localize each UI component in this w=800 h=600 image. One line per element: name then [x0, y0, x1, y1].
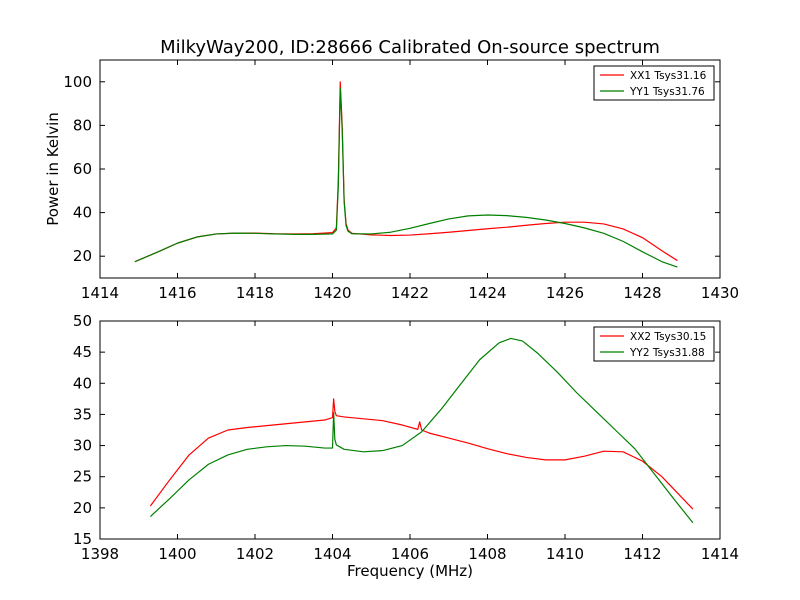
top-y-axis-label: Power in Kelvin	[44, 112, 62, 226]
figure-title: MilkyWay200, ID:28666 Calibrated On-sour…	[160, 37, 660, 58]
bottom-legend: XX2 Tsys30.15 YY2 Tsys31.88	[593, 326, 715, 362]
top-legend-label-2: YY1 Tsys31.76	[629, 86, 705, 98]
bottom-x-tick-label: 1408	[468, 545, 506, 563]
bottom-series-2-line	[149, 337, 694, 524]
top-x-tick-label: 1414	[81, 284, 119, 302]
top-y-tick-label: 20	[73, 247, 92, 265]
top-x-tick-label: 1424	[468, 284, 506, 302]
top-y-tick-label: 40	[73, 204, 92, 222]
top-x-tick-label: 1428	[623, 284, 661, 302]
bottom-x-tick-label: 1412	[623, 545, 661, 563]
bottom-y-tick-label: 35	[73, 405, 92, 423]
bottom-x-tick-label: 1406	[391, 545, 429, 563]
bottom-y-tick-label: 45	[73, 343, 92, 361]
bottom-y-tick-label: 15	[73, 530, 92, 548]
bottom-x-tick-label: 1410	[546, 545, 584, 563]
top-y-tick-label: 80	[73, 116, 92, 134]
top-series-2-line	[134, 87, 678, 268]
bottom-series-1-line	[149, 398, 694, 510]
top-legend-label-1: XX1 Tsys31.16	[630, 70, 707, 82]
top-x-tick-label: 1416	[158, 284, 196, 302]
bottom-y-tick-label: 25	[73, 468, 92, 486]
bottom-x-axis-label: Frequency (MHz)	[347, 562, 473, 580]
top-y-tick-label: 60	[73, 160, 92, 178]
top-x-tick-label: 1418	[236, 284, 274, 302]
top-x-tick-label: 1426	[546, 284, 584, 302]
bottom-legend-box	[593, 326, 715, 362]
top-legend: XX1 Tsys31.16 YY1 Tsys31.76	[593, 65, 715, 101]
bottom-legend-label-1: XX2 Tsys30.15	[630, 331, 706, 343]
bottom-legend-label-2: YY2 Tsys31.88	[629, 347, 705, 359]
bottom-y-tick-label: 20	[73, 499, 92, 517]
bottom-x-tick-label: 1398	[81, 545, 119, 563]
bottom-x-tick-label: 1404	[313, 545, 351, 563]
bottom-panel: 1398 1400 1402 1404 1406 1408 1410 1412 1414 15 20…	[73, 312, 739, 563]
top-y-tick-label: 100	[63, 73, 92, 91]
top-x-tick-label: 1420	[313, 284, 351, 302]
top-x-tick-label: 1422	[391, 284, 429, 302]
top-x-tick-label: 1430	[701, 284, 739, 302]
top-panel: 1414 1416 1418 1420 1422 1424 1426 1428 1430 20 40…	[63, 59, 739, 302]
bottom-y-tick-label: 40	[73, 374, 92, 392]
bottom-y-tick-label: 50	[73, 312, 92, 330]
bottom-x-tick-label: 1414	[701, 545, 739, 563]
bottom-y-tick-label: 30	[73, 437, 92, 455]
top-legend-box	[593, 65, 715, 101]
bottom-x-tick-label: 1400	[158, 545, 196, 563]
bottom-x-tick-label: 1402	[236, 545, 274, 563]
